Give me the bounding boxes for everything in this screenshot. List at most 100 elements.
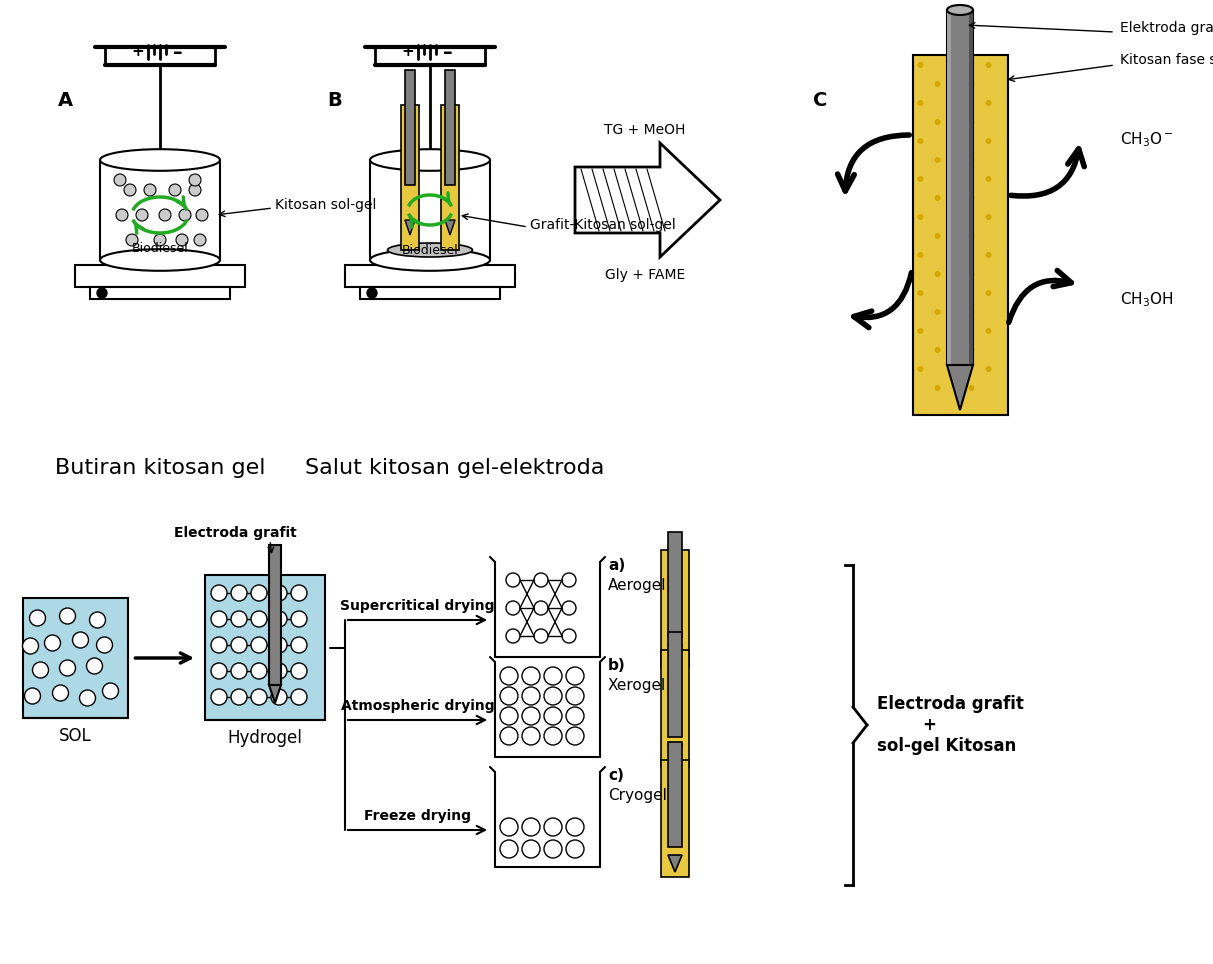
Circle shape [368, 288, 377, 298]
Bar [99, 160, 220, 260]
Bar [969, 10, 973, 365]
Bar [205, 575, 325, 720]
Circle shape [230, 689, 247, 705]
Text: SOL: SOL [58, 727, 91, 745]
Text: Kitosan fase sol-gel: Kitosan fase sol-gel [1120, 53, 1213, 67]
Circle shape [951, 100, 957, 106]
Text: C: C [813, 91, 827, 110]
Circle shape [951, 328, 957, 334]
Bar [661, 650, 689, 767]
Circle shape [291, 663, 307, 679]
Circle shape [291, 689, 307, 705]
Bar [402, 105, 418, 250]
Bar [912, 55, 1008, 415]
Text: Salut kitosan gel-elektroda: Salut kitosan gel-elektroda [306, 458, 605, 478]
Circle shape [270, 637, 287, 653]
Circle shape [917, 214, 923, 220]
Circle shape [968, 347, 974, 353]
Circle shape [211, 611, 227, 627]
Circle shape [951, 138, 957, 144]
Text: Hydrogel: Hydrogel [228, 729, 302, 747]
Circle shape [917, 100, 923, 106]
Text: Freeze drying: Freeze drying [364, 809, 471, 823]
Circle shape [934, 309, 940, 315]
Circle shape [917, 138, 923, 144]
Text: +: + [132, 44, 144, 60]
Circle shape [251, 611, 267, 627]
Text: Gly + FAME: Gly + FAME [605, 268, 685, 282]
Bar [405, 70, 415, 185]
Text: B: B [328, 91, 342, 110]
Circle shape [951, 290, 957, 296]
Circle shape [968, 271, 974, 277]
Circle shape [59, 608, 75, 624]
Circle shape [968, 119, 974, 125]
Circle shape [951, 252, 957, 258]
Polygon shape [668, 645, 682, 662]
Circle shape [154, 234, 166, 246]
Circle shape [951, 176, 957, 182]
Circle shape [211, 663, 227, 679]
Circle shape [197, 209, 207, 221]
Circle shape [24, 688, 40, 704]
Bar [947, 10, 973, 365]
Text: CH$_3$O$^-$: CH$_3$O$^-$ [1120, 131, 1173, 149]
Circle shape [917, 328, 923, 334]
Circle shape [29, 610, 46, 626]
Circle shape [45, 635, 61, 651]
Circle shape [968, 195, 974, 201]
Circle shape [23, 638, 39, 654]
Circle shape [251, 585, 267, 601]
Bar [912, 55, 1008, 415]
Bar [947, 10, 951, 365]
Circle shape [211, 689, 227, 705]
Circle shape [951, 62, 957, 68]
Circle shape [211, 637, 227, 653]
Text: Butiran kitosan gel: Butiran kitosan gel [55, 458, 266, 478]
Bar [90, 287, 230, 299]
Bar [661, 550, 689, 667]
Circle shape [917, 176, 923, 182]
Circle shape [985, 290, 991, 296]
Polygon shape [575, 143, 721, 257]
Circle shape [985, 62, 991, 68]
Text: +: + [402, 44, 415, 60]
Bar [668, 632, 682, 737]
Circle shape [136, 209, 148, 221]
Text: –: – [173, 42, 183, 62]
Text: Grafit-Kitosan sol-gel: Grafit-Kitosan sol-gel [530, 218, 676, 232]
Circle shape [270, 611, 287, 627]
Circle shape [270, 663, 287, 679]
Circle shape [116, 209, 129, 221]
Bar [344, 265, 516, 287]
Bar [269, 545, 281, 685]
Text: Biodiesel: Biodiesel [132, 242, 188, 254]
Circle shape [934, 385, 940, 391]
Circle shape [917, 366, 923, 372]
Polygon shape [445, 220, 455, 235]
Ellipse shape [99, 250, 220, 271]
Circle shape [194, 234, 206, 246]
Circle shape [985, 328, 991, 334]
Text: Kitosan sol-gel: Kitosan sol-gel [275, 198, 376, 212]
Text: c): c) [608, 768, 623, 783]
Circle shape [985, 100, 991, 106]
Text: b): b) [608, 658, 626, 673]
Circle shape [985, 366, 991, 372]
Text: Xerogel: Xerogel [608, 678, 666, 693]
Circle shape [917, 62, 923, 68]
Bar [75, 265, 245, 287]
Circle shape [934, 119, 940, 125]
Text: Electroda grafit
        +
sol-gel Kitosan: Electroda grafit + sol-gel Kitosan [877, 695, 1024, 755]
Circle shape [176, 234, 188, 246]
Circle shape [934, 233, 940, 239]
Circle shape [934, 195, 940, 201]
Circle shape [59, 660, 75, 676]
Circle shape [90, 612, 106, 628]
Text: Electroda grafit: Electroda grafit [173, 526, 296, 540]
Circle shape [934, 347, 940, 353]
Ellipse shape [370, 149, 490, 171]
Text: Biodiesel: Biodiesel [402, 244, 459, 256]
Circle shape [103, 683, 119, 699]
Circle shape [126, 234, 138, 246]
